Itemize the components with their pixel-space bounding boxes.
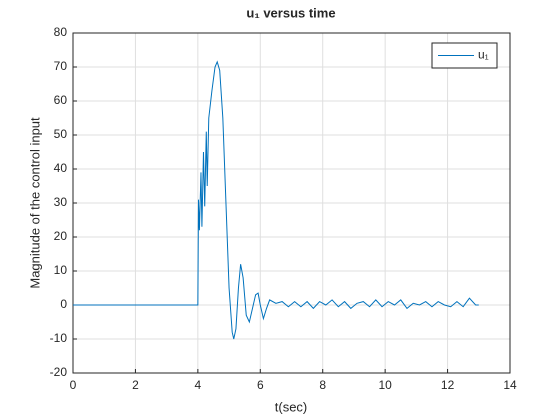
y-tick-label: 20 — [54, 229, 68, 243]
x-tick-label: 12 — [441, 378, 455, 392]
y-tick-label: -10 — [50, 331, 68, 345]
y-tick-label: 10 — [54, 263, 68, 277]
y-tick-label: 70 — [54, 59, 68, 73]
x-tick-label: 4 — [195, 378, 202, 392]
axes-box — [72, 32, 511, 374]
y-tick-label: 30 — [54, 195, 68, 209]
x-tick-label: 14 — [503, 378, 517, 392]
y-tick-label: 40 — [54, 161, 68, 175]
y-tick-label: 0 — [60, 297, 67, 311]
y-axis-label: Magnitude of the control input — [27, 117, 42, 289]
chart-title: u₁ versus time — [246, 5, 335, 20]
x-tick-label: 10 — [378, 378, 392, 392]
x-tick-label: 0 — [70, 378, 77, 392]
y-tick-label: 80 — [54, 25, 68, 39]
x-tick-label: 8 — [319, 378, 326, 392]
legend-label: u₁ — [478, 48, 489, 62]
y-tick-label: 60 — [54, 93, 68, 107]
y-tick-label: 50 — [54, 127, 68, 141]
y-tick-label: -20 — [50, 365, 68, 379]
x-tick-label: 2 — [132, 378, 139, 392]
x-tick-label: 6 — [257, 378, 264, 392]
x-axis-label: t(sec) — [275, 399, 308, 414]
data-line — [73, 60, 479, 340]
